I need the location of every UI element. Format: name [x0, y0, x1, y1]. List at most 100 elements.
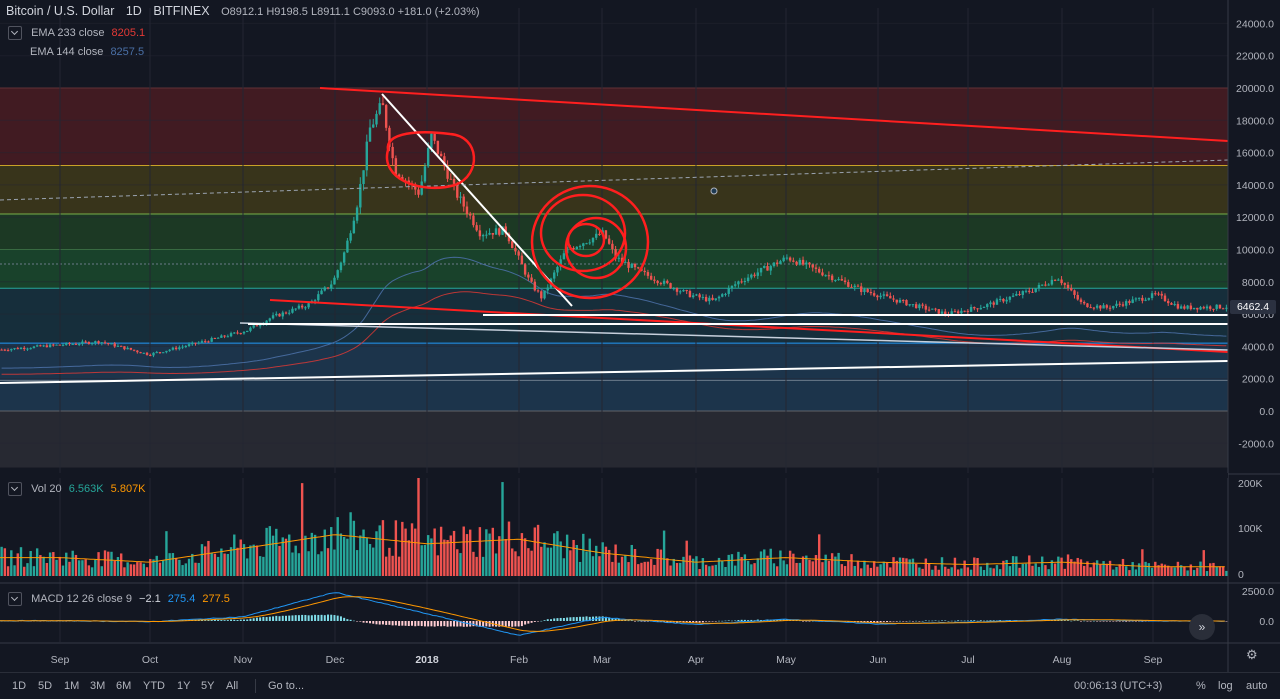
candle-body — [808, 262, 811, 265]
candle-body — [937, 309, 940, 314]
gear-icon[interactable]: ⚙ — [1246, 647, 1258, 662]
tf-1y[interactable]: 1Y — [177, 680, 191, 692]
volume-bar — [656, 548, 659, 576]
candle-body — [1105, 305, 1109, 308]
vol-legend[interactable]: Vol 20 6.563K 5.807K — [8, 482, 146, 496]
macd-histogram-bar — [953, 620, 956, 622]
macd-histogram-bar — [330, 614, 333, 621]
fast-forward-icon[interactable]: » — [1189, 614, 1215, 640]
macd-histogram-bar — [634, 621, 637, 622]
macd-histogram-bar — [262, 616, 265, 621]
macd-histogram-bar — [873, 621, 876, 623]
volume-bar — [10, 550, 13, 576]
candle-body — [1034, 288, 1037, 293]
tf-3m[interactable]: 3M — [90, 680, 106, 692]
macd-histogram-bar — [811, 620, 814, 622]
macd-histogram-bar — [701, 621, 704, 623]
candle-body — [1066, 284, 1070, 289]
volume-bar — [733, 565, 737, 576]
macd-histogram-bar — [449, 621, 452, 627]
price-tick-label: 18000.0 — [1236, 115, 1274, 127]
volume-bar — [481, 556, 485, 576]
macd-legend[interactable]: MACD 12 26 close 9 −2.1 275.4 277.5 — [8, 592, 230, 606]
candle-body — [407, 180, 410, 184]
candle-body — [656, 280, 659, 284]
volume-bar — [1060, 557, 1063, 576]
volume-bar — [48, 552, 52, 576]
candle-body — [898, 300, 902, 303]
volume-bar — [204, 546, 207, 576]
macd-histogram-bar — [747, 620, 750, 621]
candle-body — [982, 306, 986, 308]
macd-histogram-bar — [866, 621, 869, 623]
candle-body — [956, 311, 960, 314]
volume-bar — [142, 563, 146, 576]
tf-5y[interactable]: 5Y — [201, 680, 215, 692]
volume-bar — [310, 532, 314, 576]
candle-body — [727, 288, 730, 294]
volume-bar — [924, 558, 928, 576]
clock[interactable]: 00:06:13 (UTC+3) — [1074, 680, 1163, 692]
candle-body — [397, 174, 401, 178]
candle-body — [553, 272, 556, 279]
candle-body — [158, 352, 162, 354]
tf-1m[interactable]: 1M — [64, 680, 80, 692]
macd-histogram-bar — [911, 621, 914, 622]
ema144-legend[interactable]: EMA 144 close 8257.5 — [30, 46, 144, 58]
goto-button[interactable]: Go to... — [268, 680, 305, 692]
candle-body — [284, 312, 288, 314]
tf-6m[interactable]: 6M — [116, 680, 132, 692]
tf-1d[interactable]: 1D — [12, 680, 27, 692]
volume-bar — [1118, 564, 1121, 576]
candle-body — [288, 312, 291, 314]
candle-body — [119, 345, 123, 347]
macd-histogram-bar — [482, 621, 485, 627]
candle-body — [688, 291, 692, 298]
macd-histogram-bar — [485, 621, 488, 627]
volume-bar — [746, 560, 750, 576]
candle-body — [339, 262, 343, 271]
macd-histogram-bar — [511, 621, 514, 627]
candle-body — [475, 225, 478, 231]
macd-histogram-bar — [1099, 621, 1102, 622]
macd-histogram-bar — [779, 619, 782, 621]
chevron-down-icon[interactable] — [8, 482, 22, 496]
macd-histogram-bar — [378, 621, 381, 625]
macd-value-3: 277.5 — [202, 592, 230, 605]
volume-bar — [795, 562, 798, 576]
time-tick-label: Jun — [870, 654, 887, 666]
macd-histogram-bar — [223, 620, 226, 621]
macd-histogram-bar — [908, 620, 911, 622]
macd-histogram-bar — [808, 621, 811, 622]
tf-5d[interactable]: 5D — [38, 680, 53, 692]
volume-bar — [449, 535, 453, 576]
log-toggle[interactable]: log — [1218, 680, 1233, 692]
macd-histogram-bar — [242, 619, 245, 621]
volume-bar — [1002, 560, 1005, 576]
macd-histogram-bar — [608, 617, 611, 621]
candle-body — [216, 337, 220, 339]
volume-bar — [404, 528, 407, 576]
percent-toggle[interactable]: % — [1196, 680, 1206, 692]
candle-body — [1002, 298, 1005, 302]
volume-bar — [869, 567, 873, 576]
volume-bar — [414, 528, 417, 576]
volume-bar — [1108, 560, 1112, 576]
chevron-down-icon[interactable] — [8, 26, 22, 40]
interval[interactable]: 1D — [125, 4, 142, 18]
auto-toggle[interactable]: auto — [1246, 680, 1268, 692]
candle-body — [685, 290, 688, 292]
macd-histogram-bar — [931, 620, 934, 622]
macd-histogram-bar — [533, 621, 536, 622]
tf-ytd[interactable]: YTD — [143, 680, 165, 692]
macd-histogram-bar — [963, 620, 966, 622]
candle-body — [546, 287, 549, 291]
tf-all[interactable]: All — [226, 680, 239, 692]
chevron-down-icon[interactable] — [8, 592, 22, 606]
symbol-name[interactable]: Bitcoin / U.S. Dollar — [6, 4, 115, 18]
volume-bar — [989, 567, 992, 576]
volume-bar — [691, 558, 695, 576]
ema233-legend[interactable]: EMA 233 close 8205.1 — [8, 26, 145, 40]
ema233-label: EMA 233 close — [31, 26, 105, 39]
